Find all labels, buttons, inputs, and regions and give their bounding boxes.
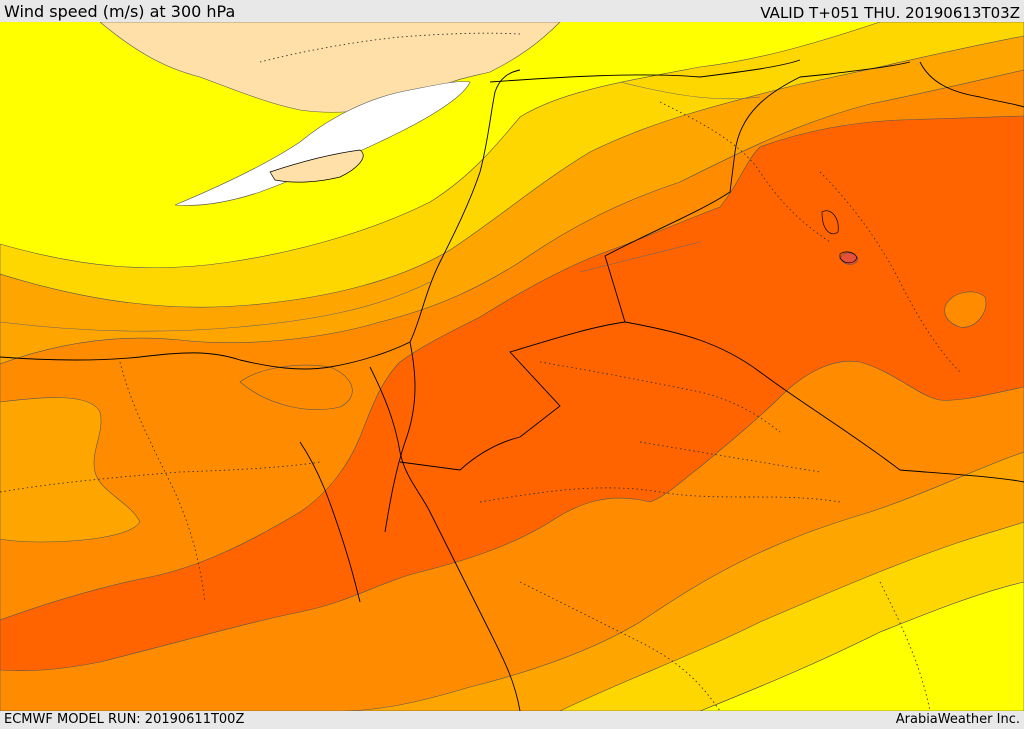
credit: ArabiaWeather Inc. [895, 712, 1020, 727]
wind-speed-map [0, 22, 1024, 711]
header-bar: Wind speed (m/s) at 300 hPa VALID T+051 … [0, 0, 1024, 22]
region-lobe-orange-1 [944, 291, 987, 328]
map-title: Wind speed (m/s) at 300 hPa [4, 2, 236, 21]
coastlines [0, 59, 1024, 711]
valid-time: VALID T+051 THU. 20190613T03Z [760, 4, 1020, 22]
lake-small [821, 210, 839, 235]
region-calm-white [174, 81, 471, 206]
isotachs [0, 81, 761, 332]
island-cyprus [269, 149, 364, 183]
model-run: ECMWF MODEL RUN: 20190611T00Z [4, 712, 245, 727]
island-small [839, 251, 858, 264]
admin-boundaries [0, 32, 961, 711]
footer-bar: ECMWF MODEL RUN: 20190611T00Z ArabiaWeat… [0, 711, 1024, 729]
region-lobe-orange-2 [239, 364, 353, 410]
region-lobe-gold-left [0, 397, 141, 543]
